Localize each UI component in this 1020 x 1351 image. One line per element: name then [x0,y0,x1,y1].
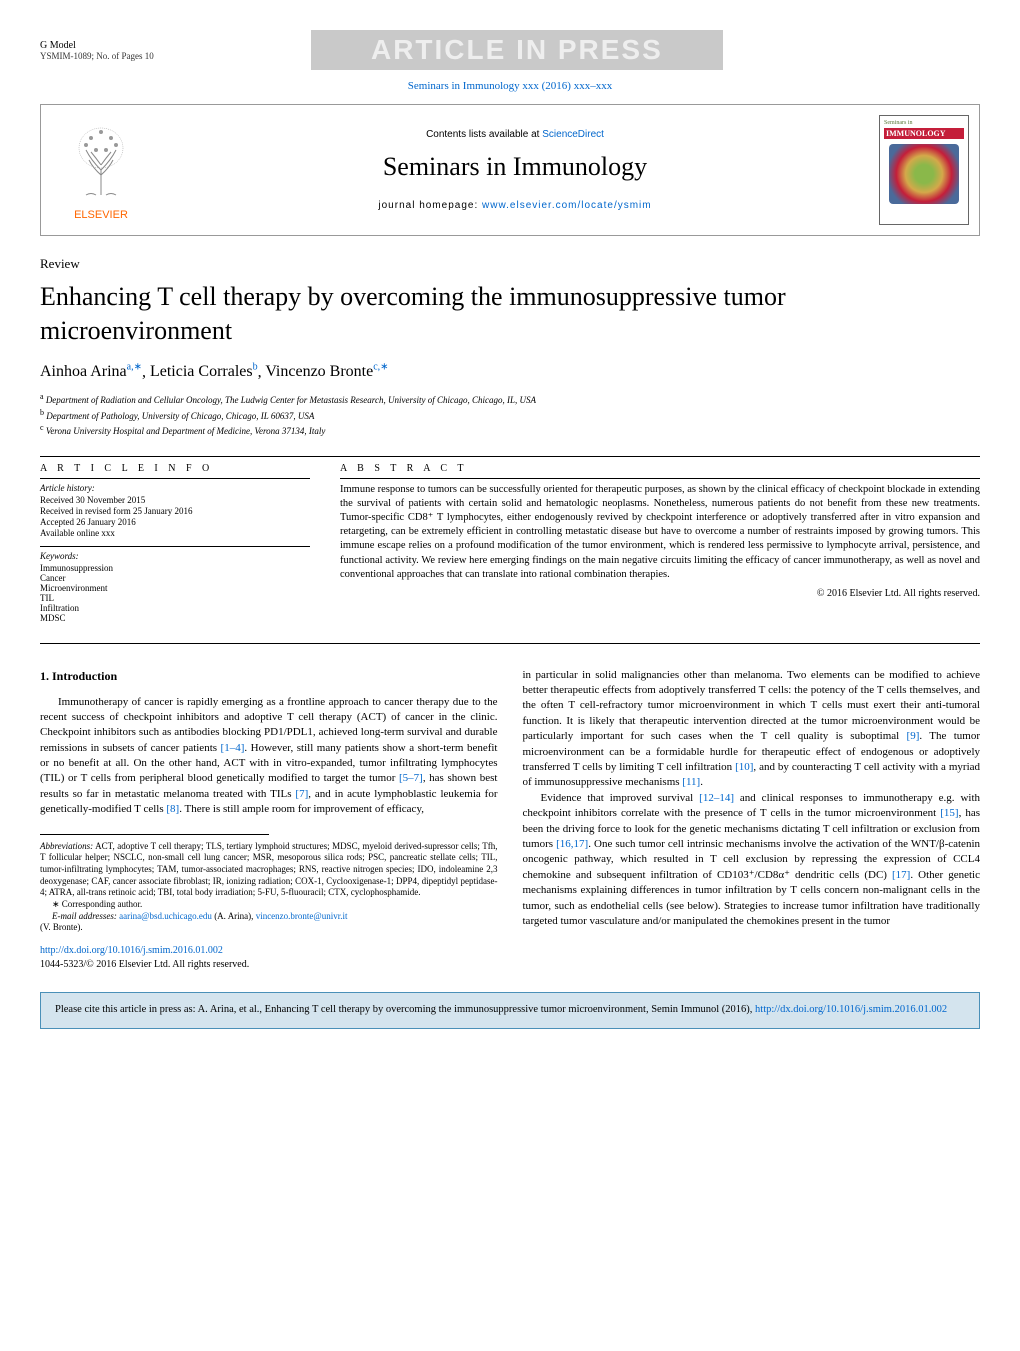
email-1[interactable]: aarina@bsd.uchicago.edu [119,911,212,921]
footnote-divider [40,834,269,835]
author-2: Vincenzo Brontec,∗ [265,363,388,380]
ref-17[interactable]: [17] [892,869,910,881]
elsevier-text: ELSEVIER [74,209,128,221]
ref-10[interactable]: [10] [735,761,753,773]
abstract-copyright: © 2016 Elsevier Ltd. All rights reserved… [340,588,980,599]
divider [40,456,980,457]
author-1: Leticia Corralesb [150,363,258,380]
issn-copyright: 1044-5323/© 2016 Elsevier Ltd. All right… [40,958,498,972]
col2-para1: in particular in solid malignancies othe… [523,668,981,791]
abbreviations: Abbreviations: ACT, adoptive T cell ther… [40,841,498,899]
cover-image [889,144,959,204]
journal-header-box: ELSEVIER Contents lists available at Sci… [40,104,980,236]
citebox-doi-link[interactable]: http://dx.doi.org/10.1016/j.smim.2016.01… [755,1004,947,1015]
article-title: Enhancing T cell therapy by overcoming t… [40,280,980,348]
ref-12-14[interactable]: [12–14] [699,792,734,804]
history-3: Available online xxx [40,528,310,538]
ref-15[interactable]: [15] [940,807,958,819]
body-columns: 1. Introduction Immunotherapy of cancer … [40,668,980,972]
author-0: Ainhoa Arinaa,∗ [40,363,142,380]
email-2[interactable]: vincenzo.bronte@univr.it [256,911,348,921]
elsevier-logo: ELSEVIER [51,115,151,225]
doi-link[interactable]: http://dx.doi.org/10.1016/j.smim.2016.01… [40,944,498,958]
homepage-prefix: journal homepage: [378,200,482,211]
citation-box: Please cite this article in press as: A.… [40,992,980,1029]
history-2: Accepted 26 January 2016 [40,517,310,527]
affiliation-a: a Department of Radiation and Cellular O… [40,391,980,407]
cover-top-text: Seminars in [884,120,964,126]
keyword-4: Infiltration [40,603,310,613]
journal-homepage: journal homepage: www.elsevier.com/locat… [166,200,864,211]
info-abstract-row: A R T I C L E I N F O Article history: R… [40,463,980,623]
journal-center: Contents lists available at ScienceDirec… [166,129,864,211]
press-banner: ARTICLE IN PRESS [311,30,723,70]
divider-2 [40,643,980,644]
sciencedirect-link[interactable]: ScienceDirect [542,129,604,140]
article-info-heading: A R T I C L E I N F O [40,463,310,474]
keyword-0: Immunosuppression [40,563,310,573]
ref-5-7[interactable]: [5–7] [399,772,423,784]
authors-list: Ainhoa Arinaa,∗, Leticia Corralesb, Vinc… [40,362,980,381]
history-label: Article history: [40,483,310,493]
column-left: 1. Introduction Immunotherapy of cancer … [40,668,498,972]
corresponding-author: ∗ Corresponding author. [40,899,498,911]
keywords-list: Immunosuppression Cancer Microenvironmen… [40,563,310,623]
ref-16-17[interactable]: [16,17] [556,838,588,850]
abstract-text: Immune response to tumors can be success… [340,483,980,582]
doi-section: http://dx.doi.org/10.1016/j.smim.2016.01… [40,944,498,972]
section-1-heading: 1. Introduction [40,668,498,685]
cover-immunology-text: IMMUNOLOGY [884,128,964,139]
journal-reference[interactable]: Seminars in Immunology xxx (2016) xxx–xx… [40,80,980,92]
keyword-2: Microenvironment [40,583,310,593]
ref-11[interactable]: [11] [682,776,700,788]
ref-7[interactable]: [7] [295,788,308,800]
elsevier-tree-icon [61,120,141,205]
affiliation-c: c Verona University Hospital and Departm… [40,422,980,438]
affiliations: a Department of Radiation and Cellular O… [40,391,980,438]
gmodel-block: G Model YSMIM-1089; No. of Pages 10 [40,40,154,61]
footnotes: Abbreviations: ACT, adoptive T cell ther… [40,841,498,935]
article-type: Review [40,256,980,272]
col2-para2: Evidence that improved survival [12–14] … [523,791,981,930]
col1-para1: Immunotherapy of cancer is rapidly emerg… [40,695,498,818]
top-header: G Model YSMIM-1089; No. of Pages 10 ARTI… [40,30,980,70]
gmodel-label: G Model [40,40,154,51]
ref-9[interactable]: [9] [907,730,920,742]
history-1: Received in revised form 25 January 2016 [40,506,310,516]
history-0: Received 30 November 2015 [40,495,310,505]
journal-cover: Seminars in IMMUNOLOGY [879,115,969,225]
keyword-5: MDSC [40,613,310,623]
article-info: A R T I C L E I N F O Article history: R… [40,463,310,623]
homepage-link[interactable]: www.elsevier.com/locate/ysmim [482,200,652,211]
journal-title: Seminars in Immunology [166,152,864,182]
column-right: in particular in solid malignancies othe… [523,668,981,972]
email-addresses: E-mail addresses: aarina@bsd.uchicago.ed… [40,911,498,934]
citebox-text: Please cite this article in press as: A.… [55,1004,755,1015]
gmodel-id: YSMIM-1089; No. of Pages 10 [40,51,154,61]
contents-prefix: Contents lists available at [426,129,542,140]
journal-ref-text: Seminars in Immunology xxx (2016) xxx–xx… [408,80,612,92]
keywords-label: Keywords: [40,551,310,561]
ref-8[interactable]: [8] [166,803,179,815]
abstract: A B S T R A C T Immune response to tumor… [340,463,980,623]
affiliation-b: b Department of Pathology, University of… [40,407,980,423]
abstract-heading: A B S T R A C T [340,463,980,474]
ref-1-4[interactable]: [1–4] [221,742,245,754]
keyword-1: Cancer [40,573,310,583]
contents-available: Contents lists available at ScienceDirec… [166,129,864,140]
keyword-3: TIL [40,593,310,603]
